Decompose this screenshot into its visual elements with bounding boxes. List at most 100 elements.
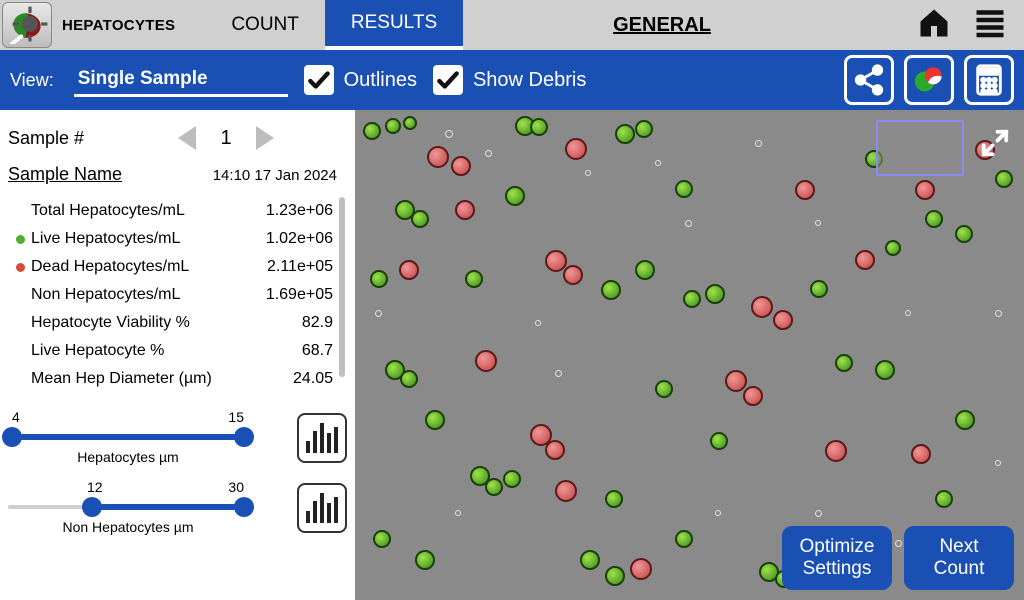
- cell-debris: [445, 130, 453, 138]
- sample-name-field[interactable]: Sample Name: [8, 164, 122, 185]
- cell-live: [505, 186, 525, 206]
- cell-dead: [825, 440, 847, 462]
- metric-value: 82.9: [253, 314, 333, 332]
- hep-slider-max: 15: [228, 409, 244, 425]
- cell-dead: [743, 386, 763, 406]
- cell-dead: [795, 180, 815, 200]
- tab-count[interactable]: COUNT: [205, 0, 325, 50]
- cell-live: [385, 118, 401, 134]
- outlines-checkbox[interactable]: [304, 65, 334, 95]
- view-label: View:: [10, 70, 54, 91]
- metric-row: Live Hepatocytes/mL1.02e+06: [16, 225, 333, 253]
- cell-debris: [815, 220, 821, 226]
- cell-dead: [399, 260, 419, 280]
- share-button[interactable]: [844, 55, 894, 105]
- cell-live: [935, 490, 953, 508]
- hep-slider-label: Hepatocytes µm: [8, 449, 248, 465]
- expand-icon[interactable]: [980, 128, 1010, 163]
- metric-row: Hepatocyte Viability %82.9: [16, 309, 333, 337]
- view-bar: View: Single Sample Outlines Show Debris: [0, 50, 1024, 110]
- cell-live: [655, 380, 673, 398]
- cell-debris: [715, 510, 721, 516]
- calculator-button[interactable]: [964, 55, 1014, 105]
- nonhep-slider-max: 30: [228, 479, 244, 495]
- overlay-colors-button[interactable]: [904, 55, 954, 105]
- cell-debris: [905, 310, 911, 316]
- metric-value: 2.11e+05: [253, 258, 333, 276]
- cell-live: [615, 124, 635, 144]
- cell-dead: [451, 156, 471, 176]
- metrics-scrollbar[interactable]: [339, 197, 345, 377]
- cell-dead: [563, 265, 583, 285]
- metric-value: 68.7: [253, 342, 333, 360]
- cell-dead: [751, 296, 773, 318]
- cell-dead: [427, 146, 449, 168]
- metric-row: Mean Hep Diameter (µm)24.05: [16, 365, 333, 393]
- metric-value: 24.05: [253, 370, 333, 388]
- cell-live: [415, 550, 435, 570]
- prev-sample-button[interactable]: [178, 126, 196, 150]
- show-debris-checkbox[interactable]: [433, 65, 463, 95]
- cell-live: [705, 284, 725, 304]
- app-icon: [2, 2, 52, 48]
- show-debris-label: Show Debris: [473, 69, 586, 92]
- image-viewer[interactable]: OptimizeSettings NextCount: [355, 110, 1024, 600]
- non-hepatocytes-slider-block: 1230 Non Hepatocytes µm: [8, 479, 347, 535]
- cell-live: [403, 116, 417, 130]
- next-sample-button[interactable]: [256, 126, 274, 150]
- metric-label: Dead Hepatocytes/mL: [31, 258, 253, 276]
- top-bar: HEPATOCYTES COUNT RESULTS GENERAL: [0, 0, 1024, 50]
- view-dropdown[interactable]: Single Sample: [74, 64, 288, 97]
- cell-live: [875, 360, 895, 380]
- hepatocytes-slider[interactable]: [8, 427, 248, 447]
- cell-live: [363, 122, 381, 140]
- results-panel: Sample # 1 Sample Name 14:10 17 Jan 2024…: [0, 110, 355, 600]
- cell-live: [485, 478, 503, 496]
- cell-live: [710, 432, 728, 450]
- optimize-settings-button[interactable]: OptimizeSettings: [782, 526, 892, 590]
- cell-live: [995, 170, 1013, 188]
- main-tabs: COUNT RESULTS: [205, 0, 463, 50]
- cell-debris: [685, 220, 692, 227]
- cell-dead: [855, 250, 875, 270]
- metric-label: Live Hepatocyte %: [31, 342, 253, 360]
- cell-debris: [995, 460, 1001, 466]
- cell-debris: [375, 310, 382, 317]
- cell-live: [955, 410, 975, 430]
- non-hepatocytes-slider[interactable]: [8, 497, 248, 517]
- sample-number-label: Sample #: [8, 128, 178, 149]
- cell-dead: [773, 310, 793, 330]
- cell-live: [411, 210, 429, 228]
- cell-live: [400, 370, 418, 388]
- nonhep-slider-min: 12: [87, 479, 103, 495]
- minimap[interactable]: [876, 120, 964, 176]
- cell-dead: [555, 480, 577, 502]
- hepatocytes-histogram-button[interactable]: [297, 413, 347, 463]
- cell-live: [635, 260, 655, 280]
- cell-debris: [455, 510, 461, 516]
- tab-general[interactable]: GENERAL: [603, 0, 721, 50]
- metric-row: Non Hepatocytes/mL1.69e+05: [16, 281, 333, 309]
- cell-dead: [545, 440, 565, 460]
- non-hepatocytes-histogram-button[interactable]: [297, 483, 347, 533]
- metric-label: Total Hepatocytes/mL: [31, 202, 253, 220]
- next-count-button[interactable]: NextCount: [904, 526, 1014, 590]
- hepatocytes-slider-block: 4 15 Hepatocytes µm: [8, 409, 347, 465]
- main-area: Sample # 1 Sample Name 14:10 17 Jan 2024…: [0, 110, 1024, 600]
- cell-live: [605, 566, 625, 586]
- hep-slider-min: 4: [12, 409, 20, 425]
- cell-debris: [585, 170, 591, 176]
- cell-live: [885, 240, 901, 256]
- sample-number: 1: [196, 127, 256, 150]
- menu-icon[interactable]: [972, 5, 1008, 46]
- cell-dead: [725, 370, 747, 392]
- cell-live: [370, 270, 388, 288]
- cell-live: [373, 530, 391, 548]
- tab-results[interactable]: RESULTS: [325, 0, 463, 50]
- metric-dot: [16, 235, 25, 244]
- cell-live: [925, 210, 943, 228]
- home-icon[interactable]: [916, 5, 952, 46]
- cell-dead: [915, 180, 935, 200]
- metric-row: Dead Hepatocytes/mL2.11e+05: [16, 253, 333, 281]
- cell-debris: [485, 150, 492, 157]
